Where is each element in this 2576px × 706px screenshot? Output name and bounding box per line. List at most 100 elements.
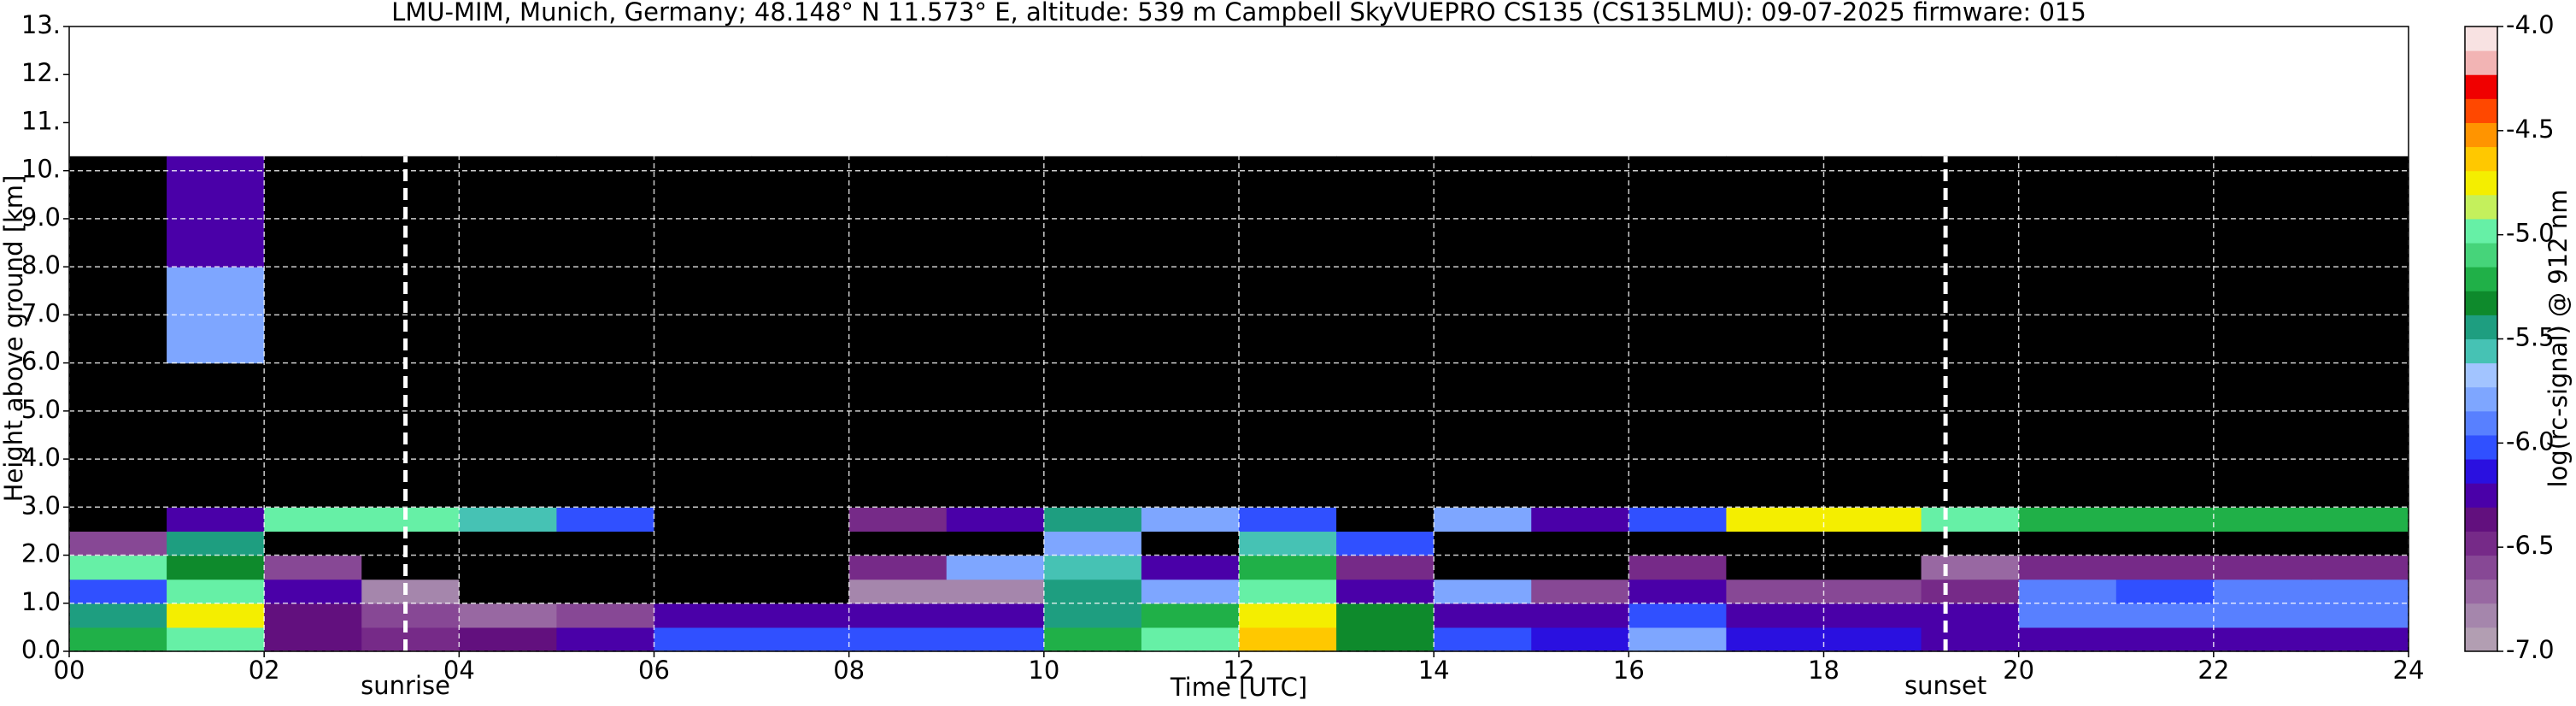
colorbar-swatch — [2465, 627, 2497, 652]
heatmap-cell — [361, 531, 460, 556]
heatmap-cell — [556, 555, 655, 580]
heatmap-cell — [167, 156, 265, 268]
heatmap-cell — [1239, 156, 1337, 268]
heatmap-cell — [361, 267, 460, 364]
heatmap-cell — [2115, 555, 2215, 580]
heatmap-cell — [264, 156, 362, 268]
heatmap-cell — [1726, 603, 1825, 628]
heatmap-cell — [2310, 579, 2409, 604]
heatmap-cell — [751, 483, 850, 508]
heatmap-cell — [1628, 531, 1728, 556]
heatmap-cell — [1823, 627, 1922, 652]
heatmap-cell — [1043, 579, 1142, 604]
heatmap-cell — [1239, 459, 1337, 484]
x-tick-label: 08 — [833, 656, 865, 685]
heatmap-cell — [751, 603, 850, 628]
heatmap-cell — [2310, 627, 2409, 652]
y-tick-label: 9.0 — [21, 203, 61, 232]
heatmap-cell — [361, 603, 460, 628]
heatmap-cell — [1921, 579, 2020, 604]
colorbar-swatch — [2465, 243, 2497, 268]
colorbar-swatch — [2465, 98, 2497, 123]
heatmap-cell — [361, 156, 460, 268]
heatmap-cell — [1628, 627, 1728, 652]
heatmap-cell — [654, 603, 753, 628]
heatmap-cell — [1239, 627, 1337, 652]
heatmap-cell — [1141, 507, 1240, 532]
colorbar-swatch — [2465, 146, 2497, 172]
heatmap-cell — [1628, 507, 1728, 532]
heatmap-cell — [751, 555, 850, 580]
heatmap-cell — [1239, 531, 1337, 556]
heatmap-cell — [1141, 156, 1240, 268]
colorbar-swatch — [2465, 194, 2497, 220]
heatmap-cell — [2213, 267, 2312, 364]
heatmap-cell — [1823, 459, 1922, 484]
heatmap-cell — [167, 579, 265, 604]
heatmap-cell — [848, 459, 948, 484]
heatmap-cell — [1141, 603, 1240, 628]
heatmap-cell — [2018, 603, 2117, 628]
heatmap-cell — [2018, 267, 2117, 364]
heatmap-cell — [1823, 531, 1922, 556]
heatmap-cell — [1921, 555, 2020, 580]
y-tick-label: 11. — [21, 106, 61, 135]
heatmap-cell — [1043, 627, 1142, 652]
colorbar-swatch — [2465, 434, 2497, 460]
heatmap-cell — [2213, 507, 2312, 532]
heatmap-cell — [848, 483, 948, 508]
heatmap-cell — [361, 555, 460, 580]
heatmap-cell — [167, 531, 265, 556]
heatmap-cell — [2213, 459, 2312, 484]
heatmap-cell — [848, 603, 948, 628]
heatmap-cell — [1823, 156, 1922, 268]
heatmap-cell — [1921, 627, 2020, 652]
heatmap-cell — [848, 627, 948, 652]
heatmap-cell — [1336, 579, 1435, 604]
heatmap-cell — [69, 555, 167, 580]
colorbar-tick-label: -4.5 — [2506, 115, 2555, 144]
heatmap-cell — [654, 483, 753, 508]
colorbar-swatch — [2465, 507, 2497, 532]
colorbar-tick-label: -5.5 — [2506, 323, 2555, 352]
heatmap-cell — [1726, 459, 1825, 484]
heatmap-cell — [361, 507, 460, 532]
y-tick-label: 7.0 — [21, 298, 61, 327]
heatmap-cell — [1434, 507, 1532, 532]
heatmap-cell — [2115, 627, 2215, 652]
heatmap-cell — [1141, 579, 1240, 604]
heatmap-cell — [2018, 531, 2117, 556]
heatmap-cell — [751, 156, 850, 268]
heatmap-cell — [1531, 507, 1629, 532]
heatmap-cell — [848, 579, 948, 604]
x-axis-label: Time [UTC] — [1170, 673, 1307, 702]
heatmap-cell — [2213, 603, 2312, 628]
heatmap-cell — [1531, 267, 1629, 364]
heatmap-cell — [264, 603, 362, 628]
heatmap-cell — [264, 459, 362, 484]
heatmap-cell — [1726, 507, 1825, 532]
heatmap-cell — [946, 579, 1045, 604]
heatmap-cell — [2310, 483, 2409, 508]
heatmap-cell — [1726, 627, 1825, 652]
heatmap-cell — [1043, 156, 1142, 268]
heatmap-cell — [459, 507, 558, 532]
x-tick-label: 06 — [638, 656, 670, 685]
heatmap-cell — [556, 627, 655, 652]
y-tick-label: 12. — [21, 58, 61, 87]
heatmap-cell — [1628, 483, 1728, 508]
heatmap-cell — [2310, 531, 2409, 556]
heatmap-cell — [1531, 156, 1629, 268]
heatmap-cell — [1921, 603, 2020, 628]
heatmap-cell — [167, 507, 265, 532]
heatmap-cell — [1239, 555, 1337, 580]
y-axis-label: Height above ground [km] — [0, 175, 28, 503]
heatmap-cell — [2115, 483, 2215, 508]
heatmap-cell — [2115, 507, 2215, 532]
colorbar-swatch — [2465, 386, 2497, 412]
heatmap-cell — [459, 603, 558, 628]
heatmap-cell — [167, 459, 265, 484]
heatmap-cell — [556, 267, 655, 364]
heatmap-cell — [2115, 531, 2215, 556]
